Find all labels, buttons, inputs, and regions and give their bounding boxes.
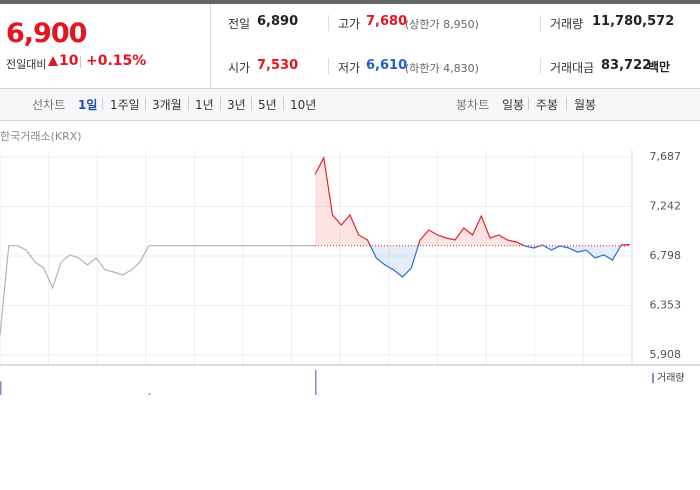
y-tick-label: 7,242 bbox=[650, 200, 682, 213]
stat-value: 6,890 bbox=[257, 14, 299, 29]
area-below bbox=[370, 245, 621, 277]
price-line-down bbox=[369, 245, 622, 278]
volume-bar bbox=[0, 381, 2, 395]
tab-group-label: 봉차트 bbox=[456, 98, 490, 112]
top-bar bbox=[0, 0, 700, 4]
price-line bbox=[0, 245, 315, 336]
stat-label: 전일 bbox=[228, 17, 251, 31]
stat-value: 7,530 bbox=[257, 58, 299, 73]
change: 10 bbox=[59, 53, 79, 69]
tab[interactable]: 3개월 bbox=[152, 98, 182, 112]
divider bbox=[80, 56, 81, 68]
tab-separator bbox=[220, 97, 221, 110]
volume-legend-swatch bbox=[652, 373, 654, 383]
stat-label: 저가 bbox=[338, 61, 361, 75]
volume-bar bbox=[315, 370, 317, 395]
volume-bar bbox=[148, 393, 151, 395]
stat-note: (상한가 8,950) bbox=[405, 18, 479, 31]
tab-separator bbox=[528, 97, 529, 110]
tab[interactable]: 5년 bbox=[258, 98, 277, 112]
divider bbox=[328, 15, 329, 31]
tab-separator bbox=[145, 97, 146, 110]
tab[interactable]: 일봉 bbox=[502, 98, 525, 112]
volume-legend: 거래량 bbox=[657, 372, 685, 384]
tab[interactable]: 1년 bbox=[195, 98, 214, 112]
divider bbox=[540, 58, 541, 74]
tab-separator bbox=[566, 97, 567, 110]
tab[interactable]: 주봉 bbox=[536, 98, 559, 112]
price-line-up bbox=[314, 155, 631, 246]
stat-value: 6,610 bbox=[366, 58, 408, 73]
tab[interactable]: 10년 bbox=[290, 98, 317, 112]
tab-separator bbox=[188, 97, 189, 110]
up-arrow bbox=[48, 56, 58, 66]
change-rate: +0.15% bbox=[86, 53, 147, 69]
stat-label: 거래량 bbox=[550, 17, 584, 31]
divider bbox=[210, 4, 211, 88]
y-tick-label: 7,687 bbox=[650, 150, 682, 163]
tab-group-label: 선차트 bbox=[32, 98, 66, 112]
change-label: 전일대비 bbox=[6, 58, 47, 71]
tab-bar bbox=[0, 88, 700, 121]
y-tick-label: 6,353 bbox=[650, 298, 682, 311]
stat-note: (하한가 4,830) bbox=[405, 62, 479, 75]
area-above bbox=[315, 157, 630, 246]
stat-label: 시가 bbox=[228, 61, 251, 75]
divider bbox=[540, 15, 541, 31]
tab[interactable]: 1주일 bbox=[110, 98, 140, 112]
chart: 한국거래소(KRX) 7,687 7,242 6,798 6,353 5,908 거래량 bbox=[0, 130, 700, 395]
tab[interactable]: 월봉 bbox=[574, 98, 597, 112]
y-tick-label: 5,908 bbox=[650, 348, 682, 361]
tab[interactable]: 1일 bbox=[78, 98, 98, 112]
stat-label: 고가 bbox=[338, 17, 361, 31]
stat-label: 거래대금 bbox=[550, 61, 595, 75]
stat-value: 83,722 bbox=[601, 58, 652, 73]
stat-value: 11,780,572 bbox=[592, 14, 675, 29]
tab-separator bbox=[102, 97, 103, 110]
tab-separator bbox=[283, 97, 284, 110]
tab-separator bbox=[251, 97, 252, 110]
stat-value: 7,680 bbox=[366, 14, 408, 29]
price: 6,900 bbox=[6, 18, 87, 49]
tab[interactable]: 3년 bbox=[227, 98, 246, 112]
divider bbox=[328, 58, 329, 74]
y-tick-label: 6,798 bbox=[650, 249, 682, 262]
stat-unit: 백만 bbox=[648, 60, 671, 74]
source: 한국거래소(KRX) bbox=[0, 130, 82, 143]
